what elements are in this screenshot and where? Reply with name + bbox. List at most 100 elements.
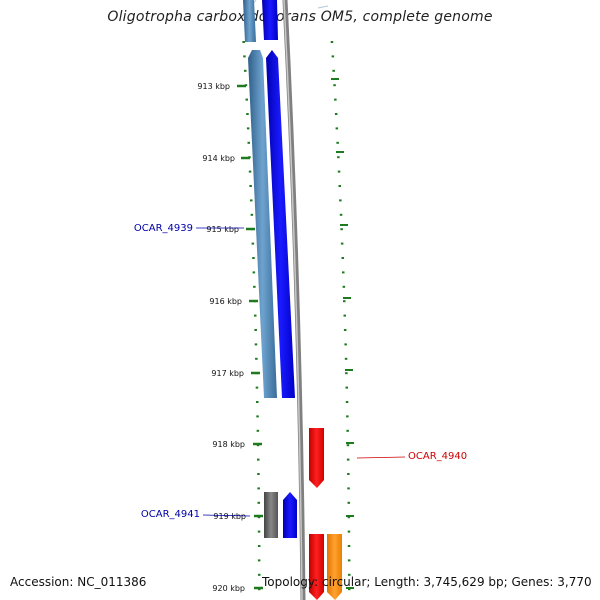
minor-tick	[257, 458, 260, 461]
minor-tick	[330, 41, 334, 43]
minor-tick	[246, 127, 250, 130]
minor-tick	[337, 156, 340, 159]
minor-tick	[347, 473, 350, 475]
minor-tick	[254, 343, 258, 346]
minor-tick	[251, 242, 255, 245]
outer-minor-ticks	[330, 41, 351, 591]
minor-tick	[247, 141, 250, 144]
minor-tick	[347, 487, 350, 490]
minor-tick	[348, 573, 351, 576]
minor-tick	[343, 314, 346, 317]
major-tick-914: 914 kbp	[202, 154, 250, 163]
minor-tick	[257, 559, 261, 562]
minor-tick	[257, 545, 261, 547]
red-feature-lower	[309, 534, 324, 600]
minor-tick	[331, 55, 335, 58]
outer-major-ticks	[331, 78, 354, 589]
tick-label: 915 kbp	[206, 225, 239, 234]
major-tick-917: 917 kbp	[211, 369, 260, 378]
steelblue-feature-main	[248, 50, 277, 398]
minor-tick	[338, 185, 341, 187]
major-tick-919: 919 kbp	[213, 512, 263, 521]
minor-tick	[333, 84, 336, 87]
minor-tick	[344, 357, 348, 360]
minor-tick	[243, 55, 246, 58]
minor-tick	[248, 170, 252, 173]
minor-tick	[252, 271, 256, 274]
minor-tick	[346, 458, 350, 461]
accession-text: Accession: NC_011386	[10, 575, 147, 589]
minor-tick	[347, 516, 351, 519]
blue-feature-top	[262, 0, 278, 40]
minor-tick	[347, 501, 350, 504]
minor-tick	[342, 271, 345, 274]
gene-label-text: OCAR_4939	[134, 223, 193, 234]
minor-tick	[257, 530, 261, 533]
gene-label-ocar-4940[interactable]: OCAR_4940	[356, 451, 467, 462]
minor-tick	[334, 98, 337, 101]
minor-tick	[250, 213, 254, 216]
minor-tick	[253, 285, 256, 288]
minor-tick	[346, 444, 350, 447]
major-tick-920: 920 kbp	[212, 584, 263, 593]
red-feature-upper	[309, 428, 324, 488]
gene-label-text: OCAR_4940	[408, 451, 467, 462]
minor-tick	[340, 228, 343, 231]
minor-tick	[335, 127, 339, 130]
minor-tick	[345, 372, 348, 375]
major-tick-915: 915 kbp	[206, 225, 255, 234]
minor-tick	[246, 113, 249, 115]
tick-label: 917 kbp	[211, 369, 244, 378]
minor-tick	[343, 300, 346, 303]
minor-tick	[257, 487, 260, 490]
map-title: Oligotropha carboxidovorans OM5, complet…	[107, 9, 493, 25]
tick-label: 920 kbp	[212, 584, 245, 593]
tick-label: 916 kbp	[209, 297, 242, 306]
gene-label-text: OCAR_4941	[141, 509, 200, 520]
minor-tick	[245, 98, 248, 101]
minor-tick	[255, 357, 258, 360]
tick-label: 913 kbp	[197, 82, 230, 91]
blue-feature-lower	[283, 492, 297, 538]
minor-tick	[342, 285, 346, 288]
minor-tick	[256, 401, 259, 403]
gene-label-ocar-4939[interactable]: OCAR_4939	[134, 223, 244, 234]
minor-tick	[347, 545, 351, 547]
minor-tick	[339, 199, 342, 202]
minor-tick	[345, 386, 348, 389]
major-tick-916: 916 kbp	[209, 297, 258, 306]
steelblue-feature-top	[243, 0, 256, 42]
minor-tick	[257, 473, 260, 475]
minor-tick	[332, 69, 335, 72]
minor-tick	[347, 530, 351, 533]
minor-tick	[334, 113, 338, 115]
minor-tick	[336, 141, 339, 144]
minor-tick	[346, 429, 349, 432]
minor-tick	[337, 170, 341, 173]
topology-info-text: Topology: circular; Length: 3,745,629 bp…	[262, 575, 592, 589]
minor-tick	[255, 386, 259, 389]
minor-tick	[339, 213, 343, 216]
minor-tick	[256, 429, 260, 432]
backbone-highlight	[283, 0, 303, 600]
minor-tick	[256, 415, 259, 418]
gene-label-ocar-4941[interactable]: OCAR_4941	[141, 509, 251, 520]
minor-tick	[348, 588, 351, 591]
minor-tick	[257, 501, 260, 504]
blue-feature-main	[266, 50, 295, 398]
minor-tick	[250, 199, 253, 202]
minor-tick	[346, 415, 349, 418]
minor-tick	[254, 314, 257, 317]
minor-tick	[242, 41, 245, 43]
minor-tick	[249, 185, 252, 187]
orange-feature	[327, 534, 342, 600]
minor-tick	[347, 559, 351, 562]
top-connector	[249, 0, 329, 9]
minor-tick	[244, 69, 247, 72]
major-tick-913: 913 kbp	[197, 82, 246, 91]
minor-tick	[258, 573, 261, 576]
minor-tick	[254, 329, 257, 331]
minor-tick	[340, 242, 344, 245]
minor-tick	[252, 257, 255, 259]
